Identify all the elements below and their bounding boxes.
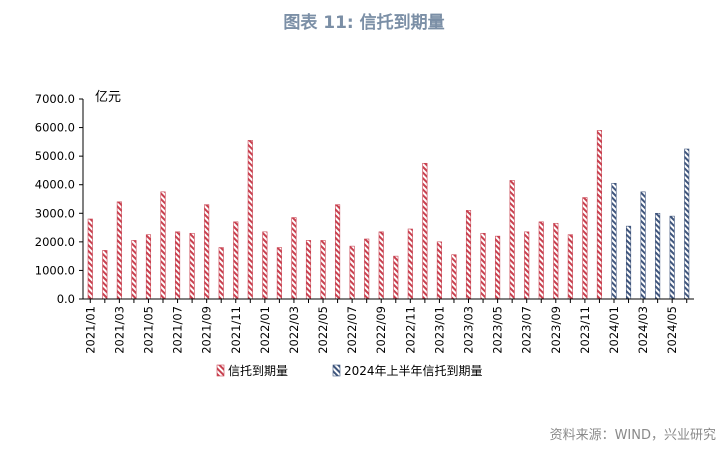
bar-2022-05 bbox=[320, 240, 326, 300]
x-tick-label: 2022/07 bbox=[345, 306, 359, 354]
bar-2021-01 bbox=[87, 218, 93, 300]
bar-2023-04 bbox=[480, 232, 486, 300]
x-tick-label: 2023/07 bbox=[520, 306, 534, 354]
bar-2023-09 bbox=[553, 222, 559, 300]
bar-2023-05 bbox=[495, 235, 501, 300]
x-tick-label: 2023/09 bbox=[549, 306, 563, 354]
legend: 信托到期量 2024年上半年信托到期量 bbox=[216, 364, 483, 378]
y-tick-label: 1000.0 bbox=[35, 263, 75, 277]
bar-2024-06 bbox=[684, 148, 690, 300]
y-tick-label: 4000.0 bbox=[35, 178, 75, 192]
bar-2021-04 bbox=[131, 240, 137, 300]
bar-2023-12 bbox=[596, 130, 602, 300]
bar-2021-09 bbox=[204, 204, 210, 300]
bar-2023-06 bbox=[509, 180, 515, 300]
legend-swatch bbox=[332, 364, 341, 377]
y-tick-label: 3000.0 bbox=[35, 206, 75, 220]
x-tick-label: 2021/05 bbox=[141, 306, 155, 354]
bar-2023-10 bbox=[567, 234, 573, 300]
source-note: 资料来源：WIND，兴业研究 bbox=[549, 428, 716, 443]
x-tick-label: 2024/05 bbox=[665, 306, 679, 354]
bar-2024-04 bbox=[655, 212, 661, 300]
bar-2022-10 bbox=[393, 255, 399, 300]
x-tick-label: 2021/09 bbox=[200, 306, 214, 354]
bar-2024-03 bbox=[640, 191, 646, 300]
bar-2023-11 bbox=[582, 197, 588, 300]
x-axis: 2021/01 2021/03 2021/05 2021/07 2021/09 2021/… bbox=[83, 298, 694, 354]
bar-2021-08 bbox=[189, 232, 195, 300]
bar-2023-03 bbox=[465, 210, 472, 300]
bar-2024-01 bbox=[611, 182, 617, 300]
legend-label: 信托到期量 bbox=[228, 364, 288, 378]
bar-2024-05 bbox=[669, 215, 675, 300]
x-tick-label: 2022/09 bbox=[374, 306, 388, 354]
x-tick-label: 2022/03 bbox=[287, 306, 301, 354]
x-tick-label: 2023/03 bbox=[462, 306, 476, 354]
bar-2023-08 bbox=[538, 221, 544, 300]
bar-2022-02 bbox=[276, 247, 282, 300]
bar-2021-12 bbox=[247, 140, 253, 300]
y-tick-label: 7000.0 bbox=[35, 92, 75, 106]
legend-swatch bbox=[216, 364, 225, 377]
y-axis: 0.0 1000.0 2000.0 3000.0 4000.0 5000.0 6000.0 7… bbox=[35, 92, 84, 306]
bar-2022-11 bbox=[407, 228, 413, 300]
x-tick-label: 2021/03 bbox=[112, 306, 126, 354]
y-axis-unit: 亿元 bbox=[95, 90, 121, 105]
bar-2022-12 bbox=[422, 162, 428, 300]
bar-2022-06 bbox=[335, 204, 341, 300]
y-tick-label: 5000.0 bbox=[35, 149, 75, 163]
bar-2022-04 bbox=[305, 240, 312, 300]
x-tick-label: 2023/05 bbox=[491, 306, 505, 354]
x-tick-label: 2021/11 bbox=[229, 306, 243, 354]
bar-2023-01 bbox=[436, 241, 442, 300]
x-tick-label: 2024/01 bbox=[607, 306, 621, 354]
bar-2021-03 bbox=[116, 201, 122, 300]
bar-2021-10 bbox=[218, 247, 224, 300]
bar-2021-07 bbox=[175, 231, 181, 300]
bar-2021-11 bbox=[233, 221, 239, 300]
bar-2022-03 bbox=[291, 217, 297, 300]
bars bbox=[87, 130, 690, 300]
y-tick-label: 6000.0 bbox=[35, 121, 75, 135]
y-tick-label: 0.0 bbox=[57, 292, 75, 306]
x-tick-label: 2021/07 bbox=[171, 306, 185, 354]
x-tick-label: 2023/01 bbox=[432, 306, 446, 354]
x-tick-label: 2021/01 bbox=[83, 306, 97, 354]
bar-2023-07 bbox=[524, 231, 530, 300]
bar-2021-06 bbox=[160, 191, 166, 300]
bar-2022-07 bbox=[349, 245, 355, 300]
x-tick-label: 2024/03 bbox=[636, 306, 650, 354]
bar-2023-02 bbox=[451, 254, 457, 300]
bar-2021-05 bbox=[145, 234, 152, 300]
legend-label: 2024年上半年信托到期量 bbox=[344, 364, 483, 378]
bar-2022-08 bbox=[364, 238, 370, 300]
chart-title: 图表 11: 信托到期量 bbox=[283, 13, 445, 33]
x-tick-label: 2022/05 bbox=[316, 306, 330, 354]
x-tick-label: 2022/01 bbox=[258, 306, 272, 354]
bar-2022-09 bbox=[378, 231, 384, 300]
y-tick-label: 2000.0 bbox=[35, 235, 75, 249]
x-tick-label: 2022/11 bbox=[403, 306, 417, 354]
bar-2021-02 bbox=[102, 250, 108, 300]
bar-2024-02 bbox=[625, 225, 632, 300]
x-tick-label: 2023/11 bbox=[578, 306, 592, 354]
bar-2022-01 bbox=[262, 231, 268, 300]
